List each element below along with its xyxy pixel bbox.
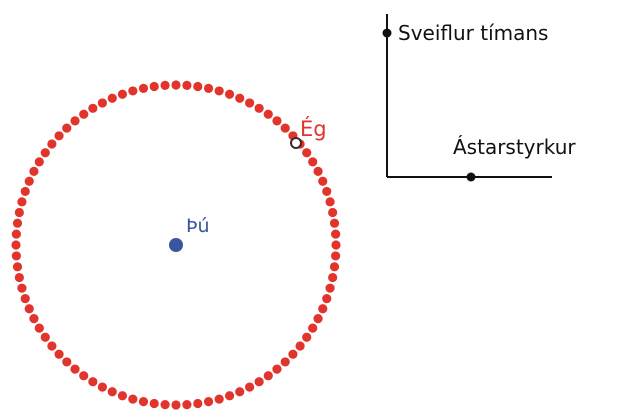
- orbit-dot: [128, 86, 138, 96]
- orbit-dot: [97, 98, 107, 108]
- orbit-dot: [322, 186, 332, 197]
- orbit-dot: [331, 240, 341, 250]
- orbit-dot: [182, 80, 192, 90]
- orbit-dot: [193, 398, 203, 409]
- orbit-dot: [224, 89, 235, 99]
- orbit-dot: [331, 229, 341, 239]
- orbit-dot: [14, 207, 24, 218]
- orbit-dot: [107, 93, 117, 103]
- orbit-dot: [54, 131, 64, 141]
- orbit-dot: [328, 207, 338, 218]
- orbit-dot: [214, 394, 224, 404]
- orbit-dot: [235, 93, 245, 103]
- horizontal-axis-label: Ástarstyrkur: [453, 135, 576, 159]
- orbit-dot: [245, 382, 255, 392]
- orbit-dot: [20, 186, 30, 197]
- orbit-dot: [313, 166, 323, 176]
- horizontal-axis-point: [466, 172, 476, 182]
- orbit-dot: [224, 391, 235, 401]
- orbit-dot: [149, 398, 159, 409]
- orbit-dot: [11, 251, 21, 261]
- orbit-dot: [322, 293, 332, 304]
- orbit-dot: [149, 81, 159, 92]
- orbit-dot: [47, 139, 57, 149]
- orbit-label: Ég: [300, 116, 327, 141]
- center-point: [169, 238, 183, 252]
- orbit-dot: [263, 371, 273, 381]
- orbit-dot: [280, 123, 290, 133]
- orbit-dot: [11, 229, 21, 239]
- orbit-dot: [302, 332, 312, 342]
- orbit-dot: [20, 293, 30, 304]
- orbit-dot: [138, 397, 149, 407]
- orbit-dot: [254, 377, 264, 387]
- orbit-dot: [160, 80, 170, 90]
- orbit-dot: [88, 377, 98, 387]
- orbit-dot: [203, 83, 214, 93]
- orbit-dot: [107, 387, 117, 397]
- orbit-dot: [128, 394, 138, 404]
- orbit-dot: [62, 123, 72, 133]
- orbit-dot: [302, 148, 312, 158]
- orbit-dot: [193, 81, 203, 92]
- orbit-dot: [171, 400, 181, 410]
- orbit-dot: [182, 400, 192, 410]
- orbit-dot: [313, 314, 323, 324]
- vertical-axis-label: Sveiflur tímans: [398, 21, 548, 45]
- orbit-dot: [308, 157, 318, 167]
- orbit-dot: [329, 262, 340, 272]
- orbit-dot: [318, 304, 328, 314]
- orbit-dot: [14, 272, 24, 283]
- vertical-axis-point: [382, 28, 392, 38]
- orbit-dot: [97, 382, 107, 392]
- orbit-dot: [245, 98, 255, 108]
- orbit-dot: [214, 86, 224, 96]
- orbit-dot: [12, 218, 23, 228]
- orbit-dot: [70, 116, 80, 126]
- orbit-dot: [138, 83, 149, 93]
- orbit-dot: [318, 176, 328, 186]
- orbit-dot: [34, 323, 44, 333]
- orbit-dot: [263, 109, 273, 119]
- orbit-dot: [328, 272, 338, 283]
- orbit-dot: [295, 341, 305, 351]
- orbit-dot: [308, 323, 318, 333]
- orbit-dot: [17, 197, 27, 207]
- orbit-dot: [79, 371, 89, 381]
- orbit-dot: [280, 357, 290, 367]
- orbit-dot: [29, 314, 39, 324]
- orbit-dot: [79, 109, 89, 119]
- orbit-dot: [331, 251, 341, 261]
- orbit-marker: [290, 137, 302, 149]
- orbit-dot: [17, 283, 27, 293]
- orbit-dot: [117, 391, 128, 401]
- orbit-dot: [34, 157, 44, 167]
- orbit-dot: [47, 341, 57, 351]
- orbit-dot: [171, 80, 181, 90]
- orbit-dot: [24, 176, 34, 186]
- orbit-dot: [325, 197, 335, 207]
- orbit-dot: [160, 400, 170, 410]
- orbit-dot: [54, 349, 64, 359]
- orbit-dot: [272, 364, 282, 374]
- orbit-dot: [235, 387, 245, 397]
- orbit-dot: [88, 103, 98, 113]
- orbit-dot: [325, 283, 335, 293]
- orbit-dot: [40, 332, 50, 342]
- orbit-dot: [62, 357, 72, 367]
- orbit-dot: [12, 262, 23, 272]
- orbit-dot: [29, 166, 39, 176]
- orbit-dot: [70, 364, 80, 374]
- center-label: Þú: [186, 215, 210, 237]
- orbit-dot: [11, 240, 21, 250]
- orbit-dot: [24, 304, 34, 314]
- orbit-dot: [40, 148, 50, 158]
- orbit-dot: [272, 116, 282, 126]
- orbit-dot: [203, 397, 214, 407]
- orbit-dot: [329, 218, 340, 228]
- orbit-dot: [117, 89, 128, 99]
- orbit-dot: [288, 349, 298, 359]
- orbit-dot: [254, 103, 264, 113]
